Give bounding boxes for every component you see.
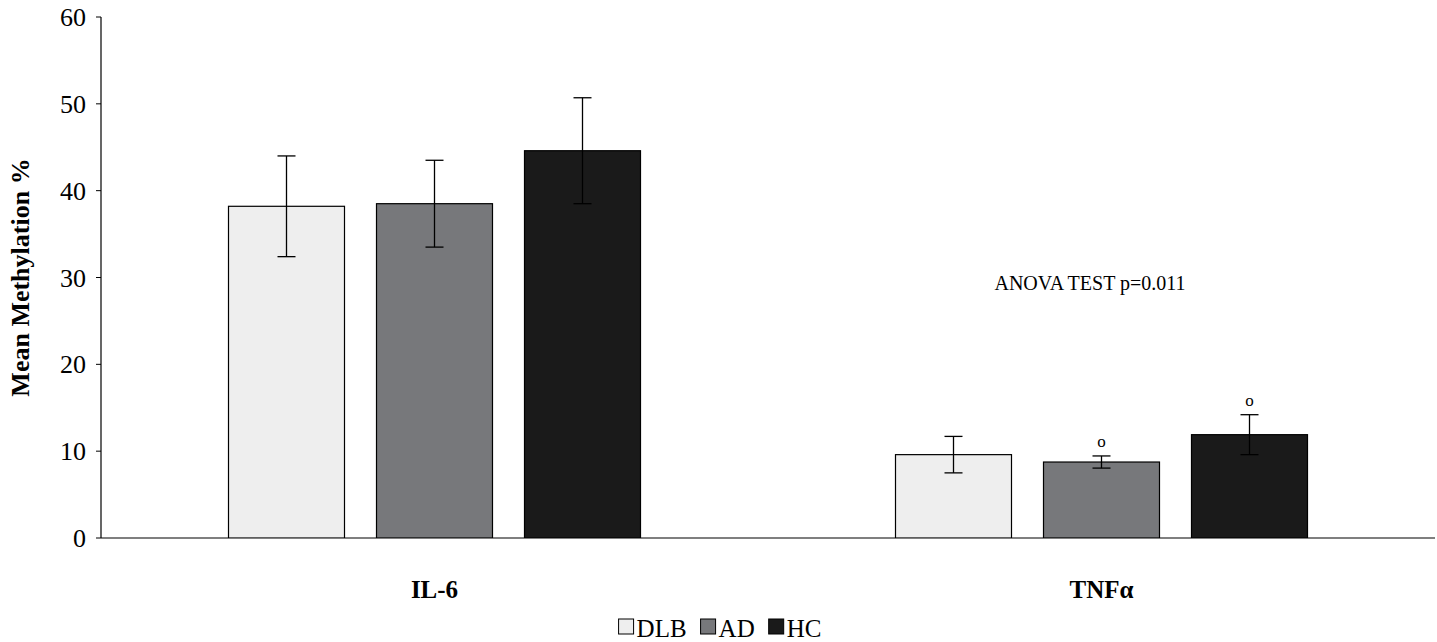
y-axis-label: Mean Methylation % [6, 158, 35, 396]
error-cap [426, 246, 444, 247]
legend-swatch [619, 619, 634, 634]
legend-swatch [769, 619, 784, 634]
annotation: ANOVA TEST p=0.011 [994, 272, 1185, 295]
y-tick [96, 277, 101, 278]
y-tick-label: 30 [60, 264, 86, 293]
error-line [582, 98, 583, 204]
y-tick [96, 538, 101, 539]
y-tick-label: 20 [60, 350, 86, 379]
error-cap [278, 256, 296, 257]
error-bar [1241, 415, 1259, 455]
y-tick-label: 50 [60, 90, 86, 119]
y-tick-label: 0 [73, 524, 86, 553]
error-cap [574, 203, 592, 204]
y-tick [96, 17, 101, 18]
legend-label: AD [719, 615, 755, 642]
legend: DLB AD HC [619, 615, 822, 642]
error-bar [426, 160, 444, 247]
y-tick [96, 364, 101, 365]
error-line [434, 160, 435, 247]
error-line [1249, 415, 1250, 455]
significance-symbol: o [1097, 432, 1106, 451]
x-tick-label: IL-6 [411, 576, 458, 603]
y-tick [96, 451, 101, 452]
y-tick [96, 103, 101, 104]
legend-swatch [701, 619, 716, 634]
error-cap [278, 155, 296, 156]
error-cap [574, 97, 592, 98]
error-cap [1241, 414, 1259, 415]
error-cap [1093, 455, 1111, 456]
error-line [953, 436, 954, 472]
error-bar [1093, 456, 1111, 468]
bar [1044, 462, 1160, 538]
legend-label: DLB [637, 615, 687, 642]
y-tick-label: 10 [60, 437, 86, 466]
plot-area [229, 98, 1308, 538]
y-tick-label: 60 [60, 3, 86, 32]
bar [229, 206, 345, 538]
error-cap [945, 436, 963, 437]
legend-label: HC [787, 615, 822, 642]
error-line [286, 156, 287, 257]
error-bar [945, 436, 963, 472]
y-tick-label: 40 [60, 177, 86, 206]
bar [525, 151, 641, 538]
error-bar [574, 98, 592, 204]
y-tick [96, 190, 101, 191]
error-cap [426, 160, 444, 161]
error-cap [1093, 467, 1111, 468]
error-cap [1241, 454, 1259, 455]
bar [377, 204, 493, 538]
chart: 0 10 20 30 40 50 60 Mean Methylation % o o IL-6 TNF… [0, 0, 1437, 642]
error-bar [278, 156, 296, 257]
significance-symbol: o [1245, 391, 1254, 410]
error-cap [945, 472, 963, 473]
error-line [1101, 456, 1102, 468]
x-tick-label: TNFα [1070, 576, 1134, 603]
